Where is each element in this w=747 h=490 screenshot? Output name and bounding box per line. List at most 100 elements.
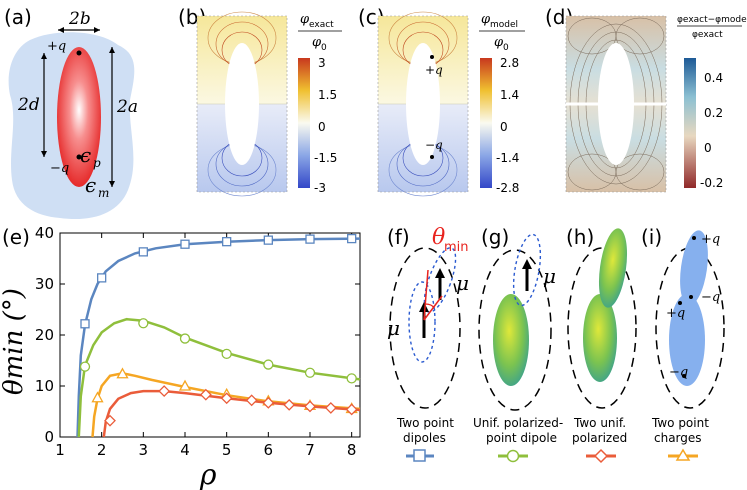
x-tick-label: 3 xyxy=(139,441,149,459)
data-point-diamond xyxy=(158,385,171,398)
colorbar-d xyxy=(684,58,696,188)
plot-frame-c xyxy=(377,15,469,193)
caption-g-line1: Unif. polarized- xyxy=(473,416,563,430)
x-tick-label: 2 xyxy=(97,441,107,459)
caption-h-line1: Two unif. xyxy=(573,416,626,430)
panel-a: (a) 2b 2d 2a +q −q ϵ p ϵ m xyxy=(4,5,138,220)
y-tick-label: 40 xyxy=(35,224,54,242)
charge-dot-i-3 xyxy=(678,301,682,305)
x-tick-label: 5 xyxy=(222,441,232,459)
cbar-denom-c: φ xyxy=(494,35,504,50)
panel-label-i: (i) xyxy=(641,225,662,249)
charge-dot-c-top xyxy=(430,55,434,59)
data-point-square xyxy=(263,235,273,245)
cbar-tick-d-3: -0.2 xyxy=(700,176,723,190)
cbar-title-sub-c: model xyxy=(490,20,518,30)
cbar-tick-b-2: 0 xyxy=(318,120,326,134)
cbar-title-d-num: φexact−φmodel xyxy=(677,15,747,25)
cbar-tick-b-1: 1.5 xyxy=(318,88,337,102)
data-point-diamond xyxy=(304,400,316,413)
width-label: 2b xyxy=(68,9,91,29)
caption-i-line2: charges xyxy=(654,431,702,445)
data-point-circle xyxy=(346,373,357,384)
panel-g: (g) μ Unif. polarized- point dipole xyxy=(473,225,563,463)
x-tick-label: 6 xyxy=(264,441,274,459)
y-tick-label: 30 xyxy=(35,275,54,293)
data-point-diamond xyxy=(283,398,296,411)
data-point-square xyxy=(305,234,315,244)
cbar-tick-d-1: 0.2 xyxy=(704,106,723,120)
charge-dot-i-4 xyxy=(682,374,686,378)
panel-e: (e) 1 2 3 4 5 6 7 8 0 10 20 30 40 θmin (°) ρ xyxy=(0,224,361,490)
data-point-square xyxy=(97,273,107,283)
data-point-triangle xyxy=(116,367,129,379)
particle-ellipse-c xyxy=(406,43,440,165)
cbar-denom-sub-b: 0 xyxy=(321,43,327,53)
data-point-circle xyxy=(221,348,232,360)
data-point-circle xyxy=(304,367,316,378)
polarized-ellipsoid-g xyxy=(493,294,529,386)
theta-sub-f: min xyxy=(444,240,469,255)
data-point-diamond xyxy=(199,388,212,401)
data-point-circle xyxy=(179,333,191,344)
cbar-tick-c-4: -2.8 xyxy=(496,181,519,195)
panel-label-f: (f) xyxy=(387,225,410,249)
dipole-ellipse-f-1 xyxy=(408,281,436,363)
plus-q-i-1: +q xyxy=(701,232,720,247)
plus-q-i-2: +q xyxy=(666,306,685,321)
panel-h: (h) Two unif. polarized xyxy=(566,225,637,464)
mu-label-f-2: μ xyxy=(387,316,400,340)
panel-d: (d) φexact−φmodel φexact 0.4 0.2 0 -0.2 xyxy=(545,5,747,193)
x-tick-label: 7 xyxy=(305,441,315,459)
cbar-title-b: φ xyxy=(300,12,310,27)
panel-label-e: (e) xyxy=(2,225,30,249)
data-point-circle xyxy=(263,359,274,370)
eps-m-sub: m xyxy=(98,186,109,200)
x-tick-label: 1 xyxy=(55,441,65,459)
polarized-ellipsoid-h-2 xyxy=(598,228,628,308)
cbar-tick-d-0: 0.4 xyxy=(704,71,723,85)
data-point-square xyxy=(180,239,190,249)
dist-label: 2d xyxy=(17,95,40,115)
legend-marker-i xyxy=(675,448,691,461)
eps-p-label: ϵ xyxy=(80,143,91,167)
panel-f: (f) θ min μ μ Two point dipoles xyxy=(387,225,469,462)
panel-i: (i) +q −q +q −q Two point charges xyxy=(641,225,725,461)
dipole-arrowhead-g xyxy=(522,259,532,269)
panel-label-g: (g) xyxy=(481,225,509,249)
x-axis-label: ρ xyxy=(199,458,217,490)
minus-q-c: −q xyxy=(425,138,443,152)
charge-ellipse-i-2 xyxy=(680,230,708,306)
plot-frame-b xyxy=(196,15,288,193)
caption-g-line2: point dipole xyxy=(486,431,557,445)
minus-q-i-2: −q xyxy=(669,365,688,380)
dipole-ellipse-g xyxy=(512,233,542,307)
cbar-tick-b-3: -1.5 xyxy=(314,151,337,165)
data-point-diamond xyxy=(104,414,116,427)
eps-m-label: ϵ xyxy=(85,173,96,197)
series-line-0 xyxy=(76,237,361,438)
eps-p-sub: p xyxy=(93,156,101,170)
cbar-title-sub-b: exact xyxy=(309,20,334,30)
x-tick-label: 4 xyxy=(180,441,190,459)
dipole-arrowhead-f-1 xyxy=(419,302,429,312)
mu-label-f-1: μ xyxy=(456,271,469,295)
panel-b: (b) φ exact φ 0 3 1.5 0 -1.5 -3 xyxy=(178,5,342,197)
outer-ellipse-h xyxy=(567,247,637,409)
data-point-square xyxy=(80,319,90,329)
caption-f-line1: Two point xyxy=(396,416,454,430)
panel-label-h: (h) xyxy=(566,225,594,249)
cbar-tick-c-1: 1.4 xyxy=(500,88,519,102)
x-tick-label: 8 xyxy=(347,441,357,459)
charge-ellipse-i-1 xyxy=(669,294,705,386)
series-line-2 xyxy=(91,372,361,438)
data-point-square xyxy=(347,233,357,244)
polarized-ellipsoid-h-1 xyxy=(583,294,617,382)
theta-label-f: θ xyxy=(432,225,445,250)
legend-marker-g xyxy=(506,449,520,463)
minus-q-label: −q xyxy=(50,161,69,176)
data-point-diamond xyxy=(262,396,275,409)
particle-ellipse-b xyxy=(225,43,259,165)
charge-dot-i-2 xyxy=(689,295,693,299)
